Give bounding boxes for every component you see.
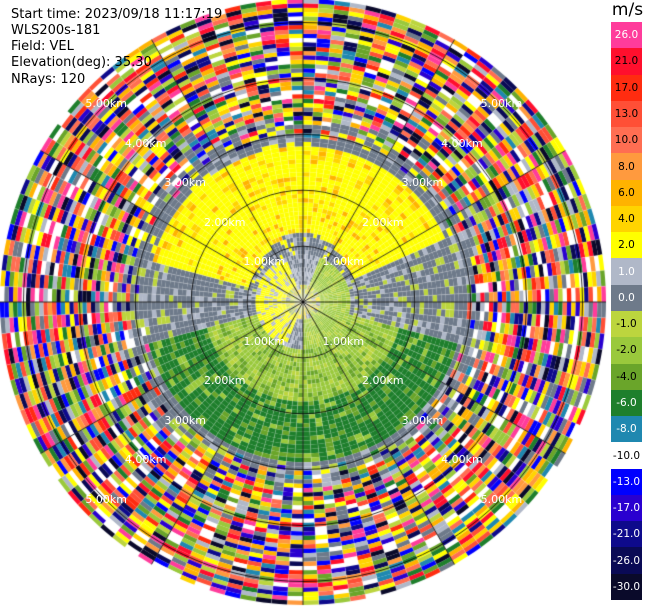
range-ring-label: 5.00km [85, 492, 127, 506]
range-ring-label: 2.00km [203, 374, 246, 388]
colorbar-segment [611, 22, 642, 49]
colorbar-segment [611, 100, 642, 128]
colorbar-tick-label: -8.0 [616, 423, 637, 436]
colorbar-tick-label: -4.0 [616, 370, 637, 383]
range-ring-label: 5.00km [480, 97, 523, 111]
colorbar-segment [611, 468, 642, 496]
colorbar-segment [611, 311, 642, 338]
range-ring-label: 2.00km [362, 215, 404, 229]
colorbar-tick-label: 2.0 [618, 239, 635, 252]
colorbar-segment [611, 153, 642, 181]
colorbar-tick-label: 4.0 [618, 213, 635, 226]
range-ring-label: 3.00km [164, 176, 206, 190]
colorbar-segment [611, 494, 642, 522]
colorbar-tick-label: 6.0 [618, 186, 635, 199]
colorbar-segment [611, 573, 642, 601]
colorbar-segment [611, 74, 642, 102]
range-ring-label: 5.00km [85, 97, 127, 111]
elevation-label: Elevation(deg): 35.30 [11, 55, 152, 70]
colorbar-tick-label: -1.0 [616, 318, 637, 331]
colorbar-segment [611, 547, 642, 575]
colorbar-unit-label: m/s [611, 0, 644, 20]
colorbar-segment [611, 442, 642, 470]
range-ring-label: 3.00km [164, 413, 206, 427]
range-ring-label: 4.00km [124, 453, 167, 467]
range-ring-label: 3.00km [401, 413, 444, 427]
range-ring-label: 2.00km [203, 215, 246, 229]
colorbar-tick-label: -26.0 [612, 554, 641, 567]
colorbar-segment [611, 127, 642, 154]
colorbar-tick-label: 21.0 [614, 55, 639, 68]
range-ring-label: 5.00km [480, 492, 523, 506]
colorbar-segment [611, 416, 642, 443]
colorbar-tick-label: -13.0 [612, 475, 641, 488]
colorbar-segment [611, 284, 642, 312]
range-ring-label: 2.00km [362, 374, 404, 388]
instrument-label: WLS200s-181 [11, 23, 101, 38]
colorbar: 26.0 21.0 17.0 13.0 10.0 8.0 6.0 4.0 2.0 1.0 0.0 -1… [611, 22, 642, 601]
colorbar-segment [611, 179, 642, 207]
colorbar-tick-label: 8.0 [618, 160, 635, 173]
colorbar-tick-label: 10.0 [614, 134, 639, 147]
colorbar-segment [611, 48, 642, 76]
colorbar-segment [611, 521, 642, 548]
start-time-label: Start time: 2023/09/18 11:17:19 [11, 7, 223, 22]
colorbar-tick-label: 0.0 [618, 291, 635, 304]
colorbar-segment [611, 337, 642, 365]
colorbar-tick-label: -21.0 [612, 528, 641, 541]
range-ring-label: 1.00km [243, 255, 286, 269]
range-ring-label: 3.00km [401, 176, 444, 190]
colorbar-tick-label: 13.0 [614, 107, 639, 120]
colorbar-segment [611, 363, 642, 391]
nrays-label: NRays: 120 [11, 72, 86, 87]
colorbar-tick-label: -10.0 [612, 449, 641, 462]
range-ring-label: 1.00km [322, 334, 365, 348]
colorbar-segment [611, 205, 642, 233]
colorbar-tick-label: -17.0 [612, 502, 641, 515]
colorbar-tick-label: 26.0 [614, 29, 639, 42]
range-ring-label: 1.00km [243, 334, 286, 348]
colorbar-tick-label: -6.0 [616, 396, 637, 409]
colorbar-tick-label: -2.0 [616, 344, 637, 357]
range-ring-label: 4.00km [124, 136, 167, 150]
colorbar-tick-label: 1.0 [618, 265, 635, 278]
colorbar-segment [611, 258, 642, 286]
field-label: Field: VEL [11, 39, 74, 54]
colorbar-segment [611, 232, 642, 259]
range-ring-label: 1.00km [322, 255, 365, 269]
colorbar-segment [611, 389, 642, 417]
range-ring-label: 4.00km [441, 136, 483, 150]
colorbar-tick-label: -30.0 [612, 580, 641, 593]
range-ring-label: 4.00km [441, 453, 483, 467]
colorbar-tick-label: 17.0 [614, 81, 639, 94]
